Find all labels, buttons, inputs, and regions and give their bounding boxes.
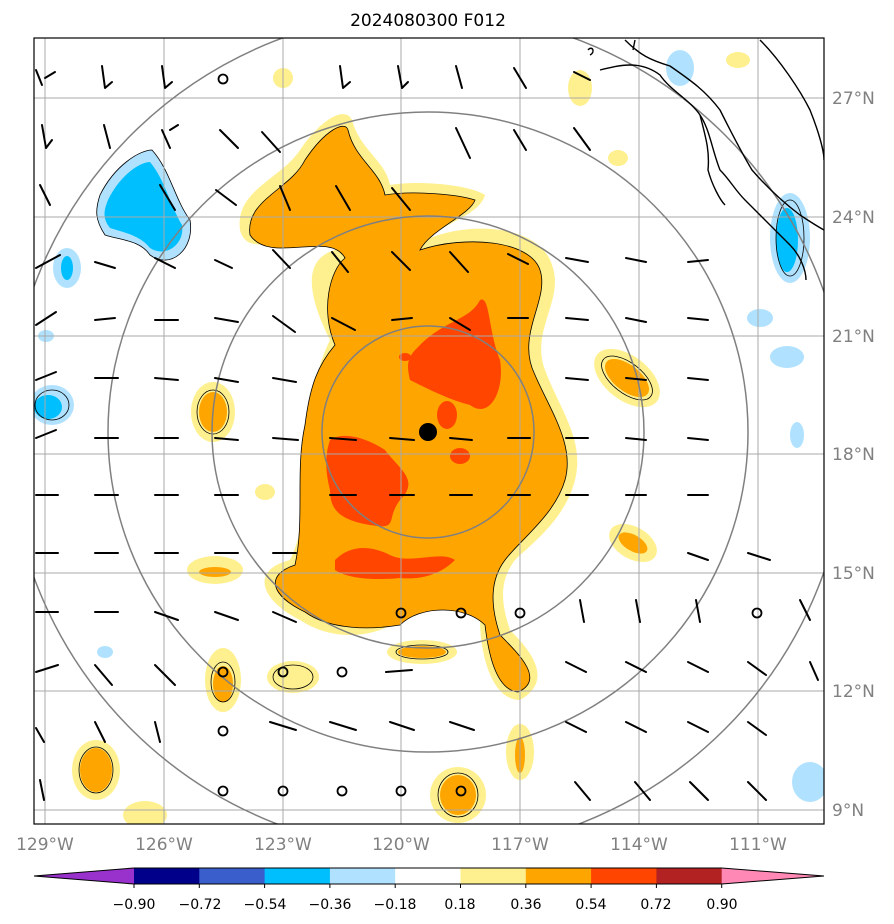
colorbar-tick-label: −0.90: [113, 897, 156, 913]
map-panel: [34, 38, 824, 824]
colorbar-segment: [199, 868, 266, 884]
latitude-labels: 27°N 24°N 21°N 18°N 15°N 12°N 9°N: [832, 89, 875, 821]
lat-label: 9°N: [832, 801, 864, 821]
longitude-labels: 129°W 126°W 123°W 120°W 117°W 114°W 111°…: [16, 835, 787, 855]
colorbar-segment: [134, 868, 200, 884]
colorbar-extend-low: [34, 868, 134, 884]
colorbar-segment: [264, 868, 331, 884]
colorbar-segment: [591, 868, 657, 884]
lon-label: 126°W: [135, 835, 193, 855]
lon-label: 114°W: [610, 835, 668, 855]
colorbar-tick-label: −0.36: [309, 897, 352, 913]
lat-label: 21°N: [832, 327, 875, 347]
colorbar-segment: [329, 868, 396, 884]
wind-barbs: [35, 65, 819, 801]
lon-label: 117°W: [491, 835, 549, 855]
lat-label: 12°N: [832, 682, 875, 702]
coastline: [587, 39, 824, 281]
colorbar-tick-label: 0.18: [444, 897, 475, 913]
lon-label: 129°W: [16, 835, 74, 855]
storm-center-dot: [419, 423, 437, 441]
lon-label: 120°W: [372, 835, 430, 855]
colorbar-tick-labels: −0.90 −0.72 −0.54 −0.36 −0.18 0.18 0.36 …: [113, 897, 738, 913]
colorbar-segment: [525, 868, 592, 884]
colorbar-tick-label: 0.90: [706, 897, 737, 913]
lat-label: 18°N: [832, 445, 875, 465]
colorbar-extend-high: [721, 868, 824, 884]
colorbar-tick-label: −0.18: [374, 897, 417, 913]
colorbar-tick-label: 0.54: [575, 897, 606, 913]
colorbar-segment: [656, 868, 723, 884]
colorbar: [33, 867, 825, 888]
colorbar-tick-label: 0.36: [510, 897, 541, 913]
calm-wind-markers: [217, 73, 763, 797]
colorbar-tick-label: −0.54: [244, 897, 287, 913]
map-frame: [33, 37, 825, 825]
lat-label: 24°N: [832, 208, 875, 228]
positive-field-red: [326, 299, 501, 580]
colorbar-tick-label: −0.72: [179, 897, 222, 913]
lon-label: 111°W: [729, 835, 787, 855]
lon-label: 123°W: [254, 835, 312, 855]
figure-title: 2024080300 F012: [350, 11, 506, 31]
lat-label: 15°N: [832, 564, 875, 584]
lat-label: 27°N: [832, 89, 875, 109]
colorbar-segment: [460, 868, 527, 884]
positive-field-orange: [80, 126, 649, 815]
contour-lines: [34, 125, 805, 818]
range-rings: [34, 38, 824, 824]
colorbar-tick-label: 0.72: [640, 897, 671, 913]
colorbar-segment: [395, 868, 461, 884]
